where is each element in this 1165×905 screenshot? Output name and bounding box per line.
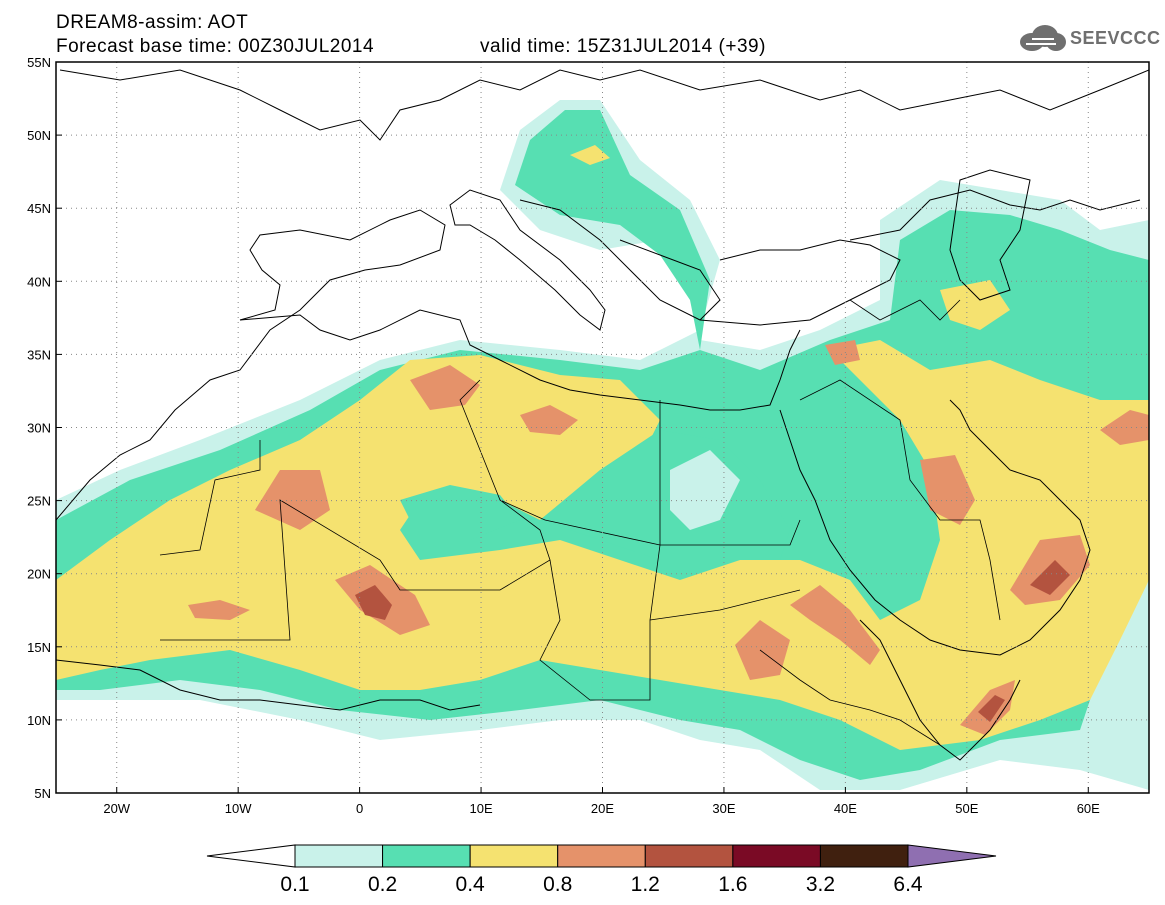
lat-label-25N: 25N	[27, 494, 51, 509]
aot-band-0.8-mauritania	[255, 470, 330, 530]
axis-labels: 55N 50N 45N 40N 35N 30N 25N 20N 15N 10N 5N 20W 10W 0 1…	[27, 55, 1100, 816]
colorbar-label: 0.2	[368, 873, 397, 896]
aot-band-0.1-egypt	[670, 450, 740, 530]
colorbar-swatch	[819, 844, 909, 868]
lat-label-40N: 40N	[27, 274, 51, 289]
colorbar-label: 1.2	[631, 873, 660, 896]
colorbar-label: 1.6	[718, 873, 747, 896]
lon-label-10E: 10E	[469, 801, 492, 816]
map-title: DREAM8-assim: AOT	[56, 12, 249, 33]
aot-band-1.2-oman	[1030, 560, 1070, 595]
map-gridlines	[56, 62, 1149, 793]
lon-label-40E: 40E	[834, 801, 857, 816]
logo-text: SEEVCCC	[1070, 28, 1161, 48]
colorbar-swatch	[382, 844, 471, 868]
lat-label-45N: 45N	[27, 201, 51, 216]
lat-label-30N: 30N	[27, 421, 51, 436]
lon-label-50E: 50E	[955, 801, 978, 816]
colorbar-label: 6.4	[893, 873, 923, 896]
aot-band-0.4-caspian	[940, 280, 1010, 330]
lon-label-60E: 60E	[1077, 801, 1100, 816]
colorbar-swatch	[469, 844, 559, 868]
lon-label-20E: 20E	[591, 801, 614, 816]
colorbar-max-arrow	[907, 844, 997, 868]
aot-band-0.8-algeria	[410, 365, 480, 410]
aot-band-0.8-libya	[520, 405, 578, 435]
lat-label-50N: 50N	[27, 128, 51, 143]
lon-label-30E: 30E	[712, 801, 735, 816]
cloud-icon	[1020, 25, 1066, 51]
aot-band-1.2-mali	[355, 585, 392, 620]
seevccc-logo: SEEVCCC	[1018, 24, 1161, 54]
aot-band-0.2-libya	[400, 485, 520, 540]
valid-time: valid time: 15Z31JUL2014 (+39)	[480, 36, 766, 57]
aot-band-0.8-saudi	[920, 455, 975, 525]
lat-label-55N: 55N	[27, 55, 51, 70]
lat-label-5N: 5N	[34, 786, 51, 801]
colorbar-label: 0.8	[543, 873, 572, 896]
colorbar-swatch	[294, 844, 384, 868]
aot-band-1.2-somalia	[978, 695, 1005, 722]
lon-label-20W: 20W	[103, 801, 130, 816]
colorbar-swatch	[732, 844, 821, 868]
forecast-base-time: Forecast base time: 00Z30JUL2014	[56, 36, 375, 57]
aot-band-0.8-sudan	[735, 620, 790, 680]
lat-label-15N: 15N	[27, 640, 51, 655]
aot-band-0.8-iran	[1100, 410, 1149, 445]
lon-label-10W: 10W	[225, 801, 252, 816]
lat-label-35N: 35N	[27, 347, 51, 362]
aot-band-0.8-west	[188, 600, 250, 620]
lat-label-20N: 20N	[27, 567, 51, 582]
colorbar-label: 0.1	[280, 873, 309, 896]
aot-band-0.8-eritrea	[790, 585, 880, 665]
lon-label-0: 0	[356, 801, 363, 816]
lat-label-10N: 10N	[27, 713, 51, 728]
aot-band-0.4-czech	[570, 145, 610, 165]
aot-band-0.8-iraq	[825, 340, 860, 365]
aot-colorbar: 0.1 0.2 0.4 0.8 1.2 1.6 3.2 6.4	[206, 844, 997, 896]
colorbar-min-arrow	[206, 844, 296, 868]
colorbar-swatch	[557, 844, 646, 868]
colorbar-label: 3.2	[806, 873, 835, 896]
colorbar-label: 0.4	[456, 873, 486, 896]
aot-fields	[56, 100, 1149, 790]
colorbar-swatch	[644, 844, 734, 868]
